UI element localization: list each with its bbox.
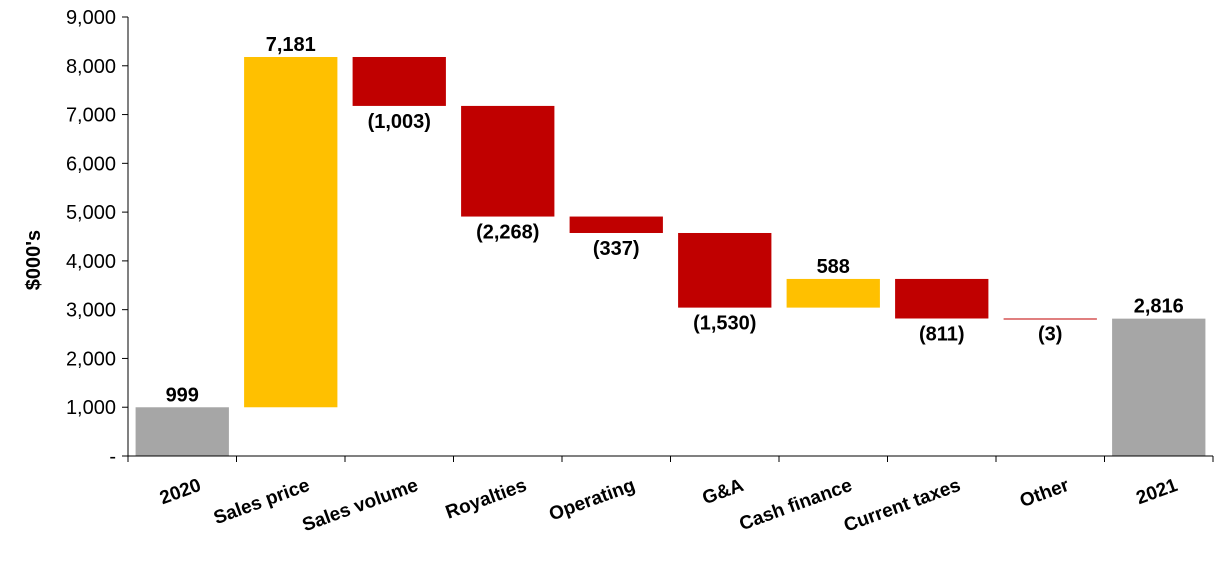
y-tick-label: 2,000 (66, 348, 116, 370)
y-tick-label: 5,000 (66, 202, 116, 224)
y-tick-labels: - 1,000 2,000 3,000 4,000 5,000 6,000 7,000 8,00… (66, 7, 116, 468)
bar (786, 278, 880, 308)
bar (678, 232, 772, 308)
category-label: Other (1017, 475, 1072, 512)
bar (461, 105, 555, 217)
data-label: (811) (919, 323, 965, 345)
data-labels: 999 7,181 (1,003) (2,268) (337) (1,530) 588 (81… (166, 34, 1184, 406)
bar (895, 278, 989, 319)
bar (352, 56, 446, 106)
data-label: (1,530) (693, 313, 756, 335)
bar (1112, 318, 1206, 456)
data-label: 7,181 (266, 34, 316, 56)
y-tick-label: 6,000 (66, 153, 116, 175)
category-label: 2021 (1134, 475, 1181, 509)
category-label: Sales volume (300, 475, 421, 536)
category-label: Current taxes (841, 475, 963, 537)
y-tick-label: 3,000 (66, 300, 116, 322)
bar (569, 216, 663, 233)
data-label: (337) (593, 238, 640, 260)
y-tick-label: 9,000 (66, 7, 116, 29)
data-label: 2,816 (1134, 296, 1184, 318)
category-label: Royalties (443, 475, 530, 524)
bar (1003, 318, 1097, 320)
y-tick-label: 8,000 (66, 56, 116, 78)
category-label: Cash finance (737, 475, 855, 535)
y-tick-label: 4,000 (66, 251, 116, 273)
bar (244, 56, 338, 408)
data-label: 999 (166, 384, 199, 406)
bar (135, 407, 229, 456)
category-label: G&A (700, 475, 747, 509)
data-label: (3) (1038, 324, 1062, 346)
bars-group (135, 56, 1206, 456)
y-tick-label: - (109, 446, 116, 468)
category-label: Sales price (211, 475, 312, 529)
data-label: (2,268) (476, 222, 539, 244)
data-label: (1,003) (368, 111, 431, 133)
axes-group (122, 16, 1214, 462)
y-axis-title: $000's (23, 230, 45, 290)
y-tick-label: 1,000 (66, 397, 116, 419)
category-label: Operating (546, 475, 638, 525)
data-label: 588 (817, 256, 850, 278)
y-tick-label: 7,000 (66, 105, 116, 127)
category-label: 2020 (157, 475, 204, 509)
